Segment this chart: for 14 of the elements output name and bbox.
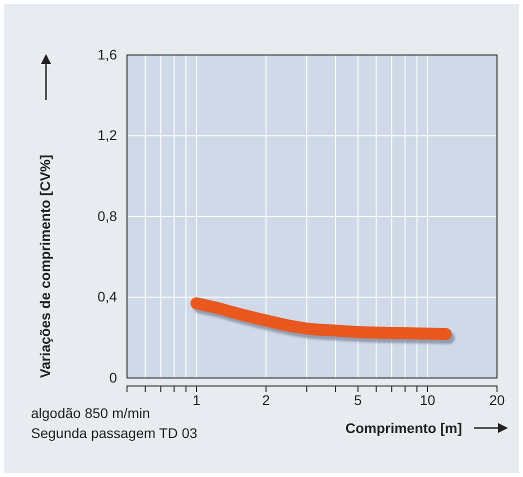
- y-tick-label: 0: [109, 369, 118, 386]
- x-tick-label: 1: [192, 392, 201, 408]
- text: algodão 850 m/min: [31, 405, 150, 421]
- y-tick-label: 0,4: [98, 288, 118, 305]
- x-tick-label: 20: [489, 392, 505, 408]
- y-tick-label: 0,8: [98, 208, 118, 224]
- x-tick-label: 10: [420, 392, 436, 408]
- x-axis-title: Comprimento [m]: [345, 420, 462, 436]
- y-axis-title: Variações de comprimento [CV%]: [37, 154, 53, 378]
- y-tick-label: 1,6: [98, 46, 118, 62]
- text: Segunda passagem TD 03: [31, 425, 198, 441]
- x-tick-label: 2: [262, 392, 270, 408]
- y-tick-label: 1,2: [98, 127, 118, 144]
- x-tick-label: 5: [354, 392, 362, 408]
